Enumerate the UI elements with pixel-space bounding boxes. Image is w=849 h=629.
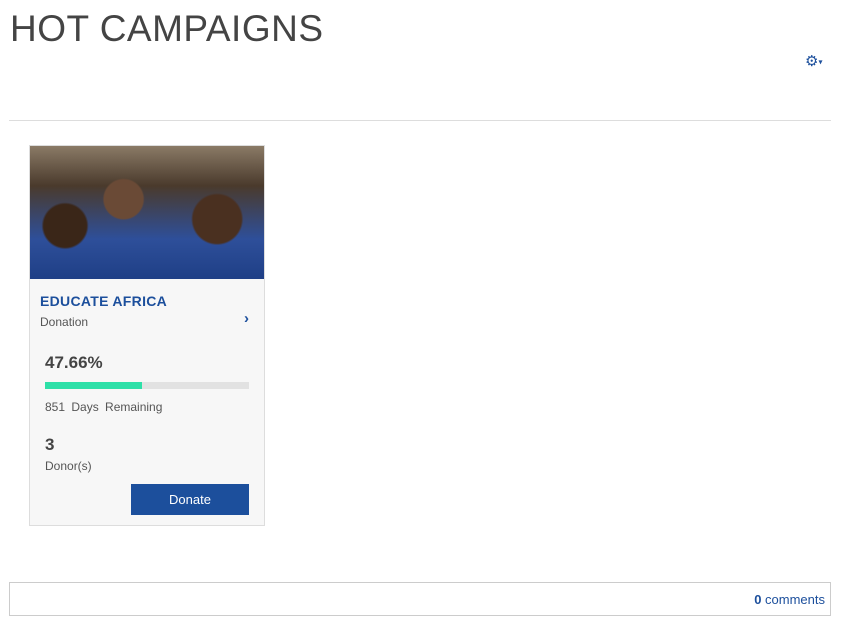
- progress-fill: [45, 382, 143, 389]
- donor-count: 3: [45, 435, 55, 454]
- campaign-name[interactable]: EDUCATE AFRICA: [40, 293, 168, 309]
- days-remaining: 851 Days Remaining: [45, 400, 163, 414]
- page-title: HOT CAMPAIGNS: [10, 8, 324, 49]
- donate-button[interactable]: Donate: [131, 484, 249, 515]
- progress-percent: 47.66%: [45, 353, 103, 372]
- comments-bar: 0 comments: [9, 582, 831, 616]
- progress-bar: [45, 382, 249, 389]
- comments-count: 0: [754, 592, 762, 607]
- comments-link[interactable]: 0 comments: [754, 592, 825, 607]
- campaign-image[interactable]: [30, 146, 264, 279]
- gear-icon: ⚙: [805, 53, 819, 70]
- campaign-card: EDUCATE AFRICA Donation › 47.66% 851 Day…: [29, 145, 265, 526]
- chevron-right-icon[interactable]: ›: [244, 310, 249, 327]
- caret-down-icon: ▾: [818, 57, 823, 67]
- settings-menu[interactable]: ⚙▾: [805, 52, 822, 70]
- comments-label: comments: [761, 592, 825, 607]
- divider: [9, 120, 831, 121]
- campaign-type: Donation: [40, 315, 89, 329]
- donor-label: Donor(s): [45, 459, 92, 473]
